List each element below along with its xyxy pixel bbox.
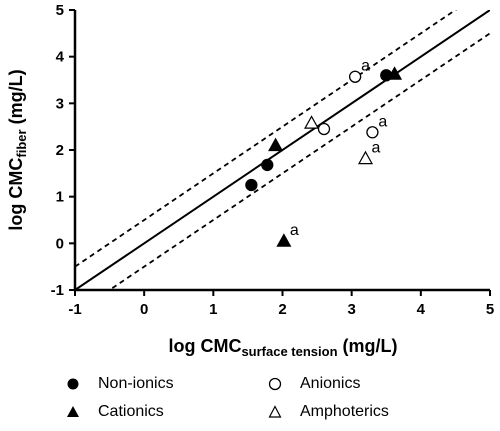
amphoterics-point <box>357 150 374 165</box>
identity-line <box>75 10 490 290</box>
x-axis-title-sub: surface tension <box>241 344 337 359</box>
cationics-point <box>268 137 284 152</box>
data-points <box>245 66 403 247</box>
x-axis-title: log CMCsurface tension (mg/L) <box>168 336 397 359</box>
tick-labels: -1 0 1 2 3 4 5 -1 0 1 2 3 4 5 <box>51 2 495 318</box>
y-tick-label: 3 <box>56 95 64 112</box>
x-tick-label: 1 <box>209 301 217 318</box>
anionics-point <box>348 70 362 83</box>
cationics-point <box>276 233 292 247</box>
x-tick-label: 4 <box>417 301 426 318</box>
point-annotation-label: a <box>372 139 381 156</box>
x-tick-label: 2 <box>278 301 286 318</box>
non-ionics-point <box>261 158 274 172</box>
anionics-point <box>317 122 331 136</box>
x-tick-label: 0 <box>140 301 148 318</box>
y-tick-label: 5 <box>56 2 64 19</box>
amphoterics-point <box>304 115 320 129</box>
y-tick-label: 2 <box>56 142 64 159</box>
y-axis-title-main: log CMC <box>6 158 26 231</box>
y-tick-label: 1 <box>56 189 64 206</box>
axes <box>69 9 491 296</box>
y-axis-title: log CMCfiber (mg/L) <box>6 69 29 230</box>
y-axis-title-unit: (mg/L) <box>6 69 26 129</box>
y-tick-label: -1 <box>51 282 64 299</box>
dashed-boundary-line <box>107 32 490 290</box>
x-tick-label: 3 <box>347 301 355 318</box>
x-tick-label: 5 <box>486 301 494 318</box>
non-ionics-point <box>245 178 258 192</box>
point-annotation-label: a <box>361 58 370 75</box>
y-tick-label: 0 <box>56 235 64 252</box>
x-tick-label: -1 <box>68 301 81 318</box>
x-axis-title-unit: (mg/L) <box>338 336 398 356</box>
dashed-boundary-line <box>75 10 458 268</box>
y-axis-title-sub: fiber <box>14 129 29 157</box>
cationics-point <box>387 66 403 80</box>
x-axis-title-main: log CMC <box>168 336 241 356</box>
point-annotation-label: a <box>290 222 299 239</box>
point-annotation-label: a <box>378 113 387 130</box>
anionics-point <box>366 126 379 139</box>
reference-lines <box>75 10 490 290</box>
y-tick-label: 4 <box>56 49 65 66</box>
